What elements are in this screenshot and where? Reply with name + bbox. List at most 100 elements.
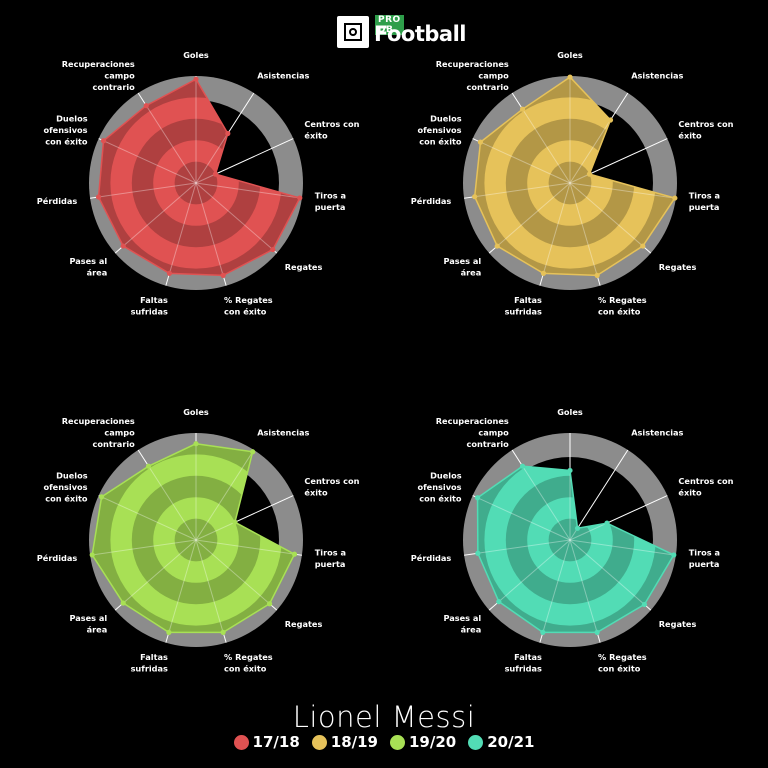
radar-band [174, 518, 218, 562]
radar-point-duelos [474, 495, 481, 501]
axis-label-centros: Centros con éxito [304, 119, 359, 140]
axis-label-pct_regates: % Regates con éxito [224, 652, 273, 674]
radar-spoke-inner [92, 539, 197, 556]
radar-spoke-inner [569, 182, 652, 254]
legend-label: 17/18 [252, 733, 300, 751]
radar-point-goles [567, 74, 573, 80]
radar-band [548, 161, 592, 205]
legend-swatch [311, 734, 327, 750]
axis-label-asistencias: Asistencias [257, 427, 309, 437]
radar-band [548, 518, 592, 562]
radar-point-pct_regates [220, 272, 226, 278]
axis-label-regates: Regates [285, 619, 323, 629]
radar-spoke-inner [569, 182, 675, 199]
radar-point-recuperaciones [519, 463, 526, 469]
radar-spoke-inner [195, 539, 227, 633]
radar-point-perdidas [475, 550, 481, 556]
radar-point-pct_regates [594, 629, 600, 635]
axis-label-regates: Regates [659, 619, 697, 629]
radar-point-goles [193, 76, 199, 82]
radar-point-pases_area [120, 243, 126, 249]
axis-label-perdidas: Pérdidas [411, 553, 452, 563]
axis-label-goles: Goles [183, 407, 209, 417]
axis-label-pases_area: Pases al área [443, 613, 481, 635]
radar-point-goles [567, 467, 573, 474]
radar-point-asistencias [607, 117, 614, 123]
radar-spoke-inner [165, 539, 197, 633]
legend-swatch [390, 734, 405, 750]
radar-spoke-inner [511, 466, 571, 541]
legend-swatch [468, 734, 484, 750]
radar-spoke-inner [195, 182, 278, 254]
axis-label-duelos: Duelos ofensivos con éxito [417, 113, 461, 146]
radar-spoke-inner [477, 539, 571, 556]
legend-swatch [233, 734, 249, 750]
radar-spoke-inner [539, 182, 571, 276]
logo-wordmark: Football [374, 22, 467, 46]
radar-point-recuperaciones [145, 463, 152, 469]
axis-label-regates: Regates [659, 262, 697, 272]
axis-label-duelos: Duelos ofensivos con éxito [417, 470, 461, 503]
axis-label-tiros: Tiros a puerta [315, 547, 346, 569]
axis-label-duelos: Duelos ofensivos con éxito [43, 470, 87, 503]
axis-label-recuperaciones: Recuperaciones campo contrario [62, 416, 135, 449]
axis-label-duelos: Duelos ofensivos con éxito [43, 113, 87, 146]
radar-spoke-inner [195, 539, 295, 556]
legend-item-19-20: 19/20 [390, 733, 456, 751]
radar-spoke-inner [474, 138, 571, 184]
axis-label-faltas: Faltas sufridas [505, 652, 542, 674]
axis-label-goles: Goles [557, 407, 583, 417]
radar-point-asistencias [250, 449, 256, 455]
radar-point-centros [604, 520, 610, 526]
axis-label-goles: Goles [557, 50, 583, 60]
legend-label: 18/19 [330, 733, 378, 751]
axis-label-recuperaciones: Recuperaciones campo contrario [62, 59, 135, 92]
radar-spoke-inner [195, 539, 278, 611]
radar-point-regates [640, 243, 646, 249]
radar-outline [91, 442, 296, 634]
axis-label-faltas: Faltas sufridas [505, 295, 542, 317]
axis-label-recuperaciones: Recuperaciones campo contrario [436, 416, 509, 449]
axis-label-tiros: Tiros a puerta [689, 547, 720, 569]
radar-spoke-inner [98, 182, 197, 199]
legend-item-20-21: 20/21 [468, 733, 534, 751]
logo-icon [337, 16, 369, 48]
axis-label-pases_area: Pases al área [69, 256, 107, 278]
radar-point-duelos [100, 138, 107, 144]
radar-point-tiros [671, 552, 677, 558]
radar-spoke-inner [98, 495, 197, 541]
radar-spoke-inner [195, 449, 255, 541]
radar-point-tiros [297, 195, 303, 201]
radar-point-faltas [166, 270, 173, 276]
legend-label: 20/21 [487, 733, 535, 751]
radar-point-pases_area [120, 600, 126, 606]
radar-outline [473, 76, 677, 277]
axis-label-pct_regates: % Regates con éxito [598, 295, 647, 317]
radar-point-pases_area [494, 243, 500, 249]
legend-item-18-19: 18/19 [311, 733, 378, 751]
axis-label-centros: Centros con éxito [678, 119, 733, 140]
radar-point-regates [266, 601, 273, 607]
radar-spoke-inner [488, 539, 571, 611]
radar-spoke-inner [488, 182, 571, 254]
radar-spoke-inner [474, 182, 571, 199]
radar-point-recuperaciones [143, 102, 149, 109]
radar-point-asistencias [574, 525, 581, 531]
radar-point-centros [586, 171, 593, 177]
radar-spoke-inner [195, 182, 227, 276]
radar-point-perdidas [95, 194, 102, 200]
axis-label-centros: Centros con éxito [304, 476, 359, 498]
radar-spoke-inner [195, 182, 300, 199]
radar-point-regates [641, 601, 647, 608]
radar-point-tiros [672, 195, 678, 201]
radar-outline [97, 78, 301, 277]
axis-label-asistencias: Asistencias [631, 70, 683, 80]
axis-label-asistencias: Asistencias [631, 427, 683, 437]
radar-spoke-inner [569, 539, 601, 633]
axis-label-pct_regates: % Regates con éxito [224, 295, 273, 317]
radar-point-faltas [540, 270, 547, 276]
axis-label-tiros: Tiros a puerta [315, 190, 346, 212]
radar-point-regates [270, 246, 276, 253]
axis-label-perdidas: Pérdidas [37, 196, 78, 206]
